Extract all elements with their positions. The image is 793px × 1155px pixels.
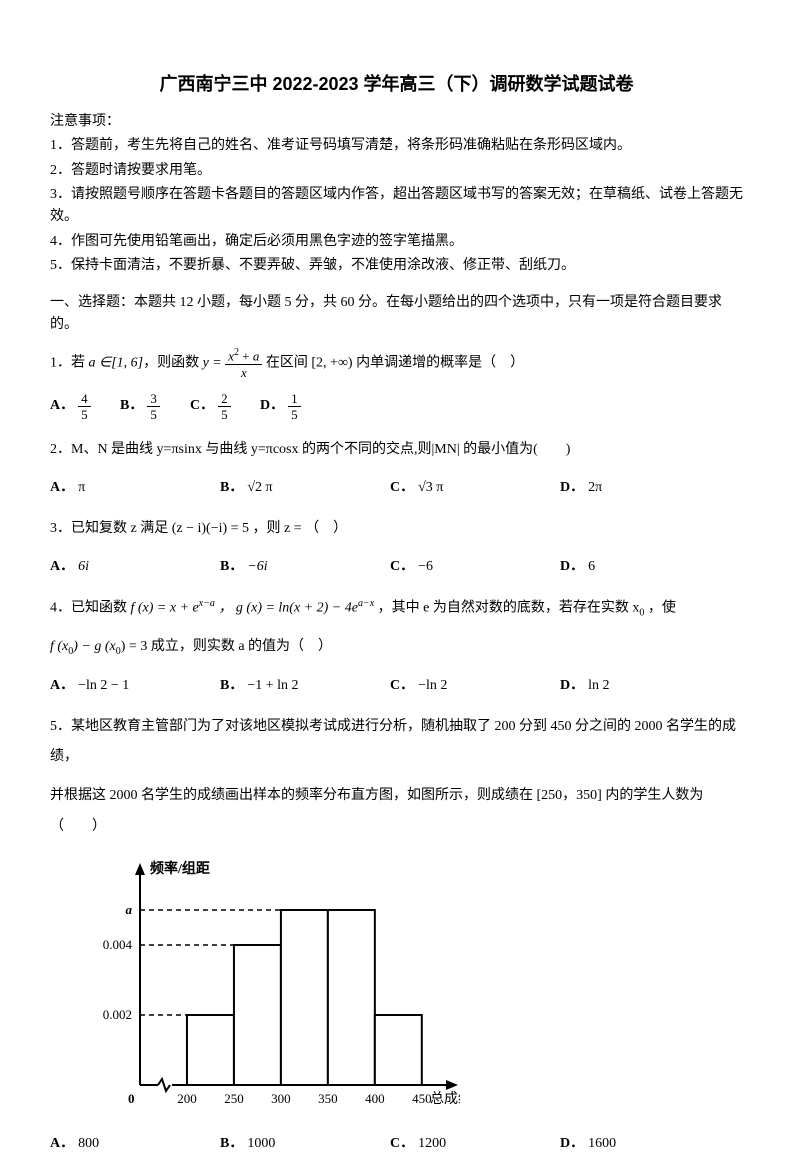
q5-line1: 5．某地区教育主管部门为了对该地区模拟考试成进行分析，随机抽取了 200 分到 …	[50, 712, 743, 774]
q4-text: ，使	[644, 601, 676, 616]
q4-math: f (x) = x + e	[131, 601, 199, 616]
q1-opt-b: B．35	[120, 392, 190, 421]
q4-opt-b: B．−1 + ln 2	[220, 675, 390, 697]
opt-label: A．	[50, 398, 74, 413]
q1-fraction: x2 + ax	[225, 348, 262, 378]
opt-label: B．	[120, 398, 143, 413]
q2-options: A．π B．√2 π C．√3 π D．2π	[50, 477, 743, 499]
notice-item: 1．答题前，考生先将自己的姓名、准考证号码填写清楚，将条形码准确粘贴在条形码区域…	[50, 135, 743, 157]
question-3: 3．已知复数 z 满足 (z − i)(−i) = 5 ，则 z = （ ）	[50, 514, 743, 545]
svg-text:350: 350	[318, 1091, 338, 1106]
svg-text:400: 400	[365, 1091, 385, 1106]
svg-text:0.004: 0.004	[103, 937, 133, 952]
q1-text: 在区间 [2, +∞) 内单调递增的概率是（ ）	[262, 356, 524, 371]
svg-text:总成绩/分: 总成绩/分	[430, 1091, 460, 1107]
q4-math: f (x	[50, 639, 68, 654]
svg-text:0.002: 0.002	[103, 1007, 132, 1022]
q5-opt-a: A．800	[50, 1133, 220, 1155]
q1-opt-d: D．15	[260, 392, 330, 421]
histogram-svg: 0 0.002 0.004 a 200 250 300 350 400 450总成绩/分 频率/组距	[80, 855, 460, 1115]
q3-opt-b: B．−6i	[220, 556, 390, 578]
q1-opt-a: A．45	[50, 392, 120, 421]
q4-math: ， g (x) = ln(x + 2) − 4e	[215, 601, 358, 616]
q1-formula: y =	[203, 356, 226, 371]
q1-math: a ∈[1, 6]	[89, 356, 144, 371]
q4-opt-d: D．ln 2	[560, 675, 730, 697]
question-1: 1．若 a ∈[1, 6]，则函数 y = x2 + ax 在区间 [2, +∞…	[50, 348, 743, 379]
question-2: 2．M、N 是曲线 y=πsinx 与曲线 y=πcosx 的两个不同的交点,则…	[50, 435, 743, 466]
q5-opt-c: C．1200	[390, 1133, 560, 1155]
exam-title: 广西南宁三中 2022-2023 学年高三（下）调研数学试题试卷	[50, 70, 743, 99]
section-1-header: 一、选择题：本题共 12 小题，每小题 5 分，共 60 分。在每小题给出的四个…	[50, 292, 743, 337]
q5-opt-b: B．1000	[220, 1133, 390, 1155]
q4-text: ) = 3 成立，则实数 a 的值为（ ）	[121, 639, 332, 654]
q1-options: A．45 B．35 C．25 D．15	[50, 392, 743, 421]
q4-options: A．−ln 2 − 1 B．−1 + ln 2 C．−ln 2 D．ln 2	[50, 675, 743, 697]
opt-label: C．	[190, 398, 214, 413]
svg-text:0: 0	[128, 1091, 135, 1106]
q4-math: ) − g (x	[73, 639, 116, 654]
q5-options: A．800 B．1000 C．1200 D．1600	[50, 1133, 743, 1155]
q3-options: A．6i B．−6i C．−6 D．6	[50, 556, 743, 578]
question-4: 4．已知函数 f (x) = x + ex−a ， g (x) = ln(x +…	[50, 593, 743, 663]
svg-text:300: 300	[271, 1091, 291, 1106]
q1-text: ，则函数	[143, 356, 203, 371]
q1-opt-c: C．25	[190, 392, 260, 421]
svg-text:频率/组距: 频率/组距	[150, 860, 210, 877]
q3-opt-a: A．6i	[50, 556, 220, 578]
q2-opt-a: A．π	[50, 477, 220, 499]
q5-line2: 并根据这 2000 名学生的成绩画出样本的频率分布直方图，如图所示，则成绩在 […	[50, 781, 743, 843]
notice-item: 4．作图可先使用铅笔画出，确定后必须用黑色字迹的签字笔描黑。	[50, 231, 743, 253]
q4-opt-a: A．−ln 2 − 1	[50, 675, 220, 697]
notice-item: 5．保持卡面清洁，不要折暴、不要弄破、弄皱，不准使用涂改液、修正带、刮纸刀。	[50, 255, 743, 277]
svg-text:200: 200	[177, 1091, 197, 1106]
svg-text:a: a	[126, 902, 133, 917]
q2-opt-d: D．2π	[560, 477, 730, 499]
svg-text:250: 250	[224, 1091, 244, 1106]
svg-text:450: 450	[412, 1091, 432, 1106]
histogram-chart: 0 0.002 0.004 a 200 250 300 350 400 450总成绩/分 频率/组距	[80, 855, 743, 1123]
q2-opt-b: B．√2 π	[220, 477, 390, 499]
q4-sup: x−a	[199, 598, 215, 609]
question-5: 5．某地区教育主管部门为了对该地区模拟考试成进行分析，随机抽取了 200 分到 …	[50, 712, 743, 843]
q4-opt-c: C．−ln 2	[390, 675, 560, 697]
notice-item: 2．答题时请按要求用笔。	[50, 160, 743, 182]
q4-text: 4．已知函数	[50, 601, 131, 616]
q5-opt-d: D．1600	[560, 1133, 730, 1155]
q3-opt-d: D．6	[560, 556, 730, 578]
q3-opt-c: C．−6	[390, 556, 560, 578]
q4-sup: a−x	[358, 598, 374, 609]
q2-opt-c: C．√3 π	[390, 477, 560, 499]
opt-label: D．	[260, 398, 284, 413]
notice-item: 3．请按照题号顺序在答题卡各题目的答题区域内作答，超出答题区域书写的答案无效；在…	[50, 184, 743, 229]
q4-text: ，其中 e 为自然对数的底数，若存在实数 x	[374, 601, 639, 616]
q1-text: 1．若	[50, 356, 89, 371]
notice-header: 注意事项：	[50, 111, 743, 133]
